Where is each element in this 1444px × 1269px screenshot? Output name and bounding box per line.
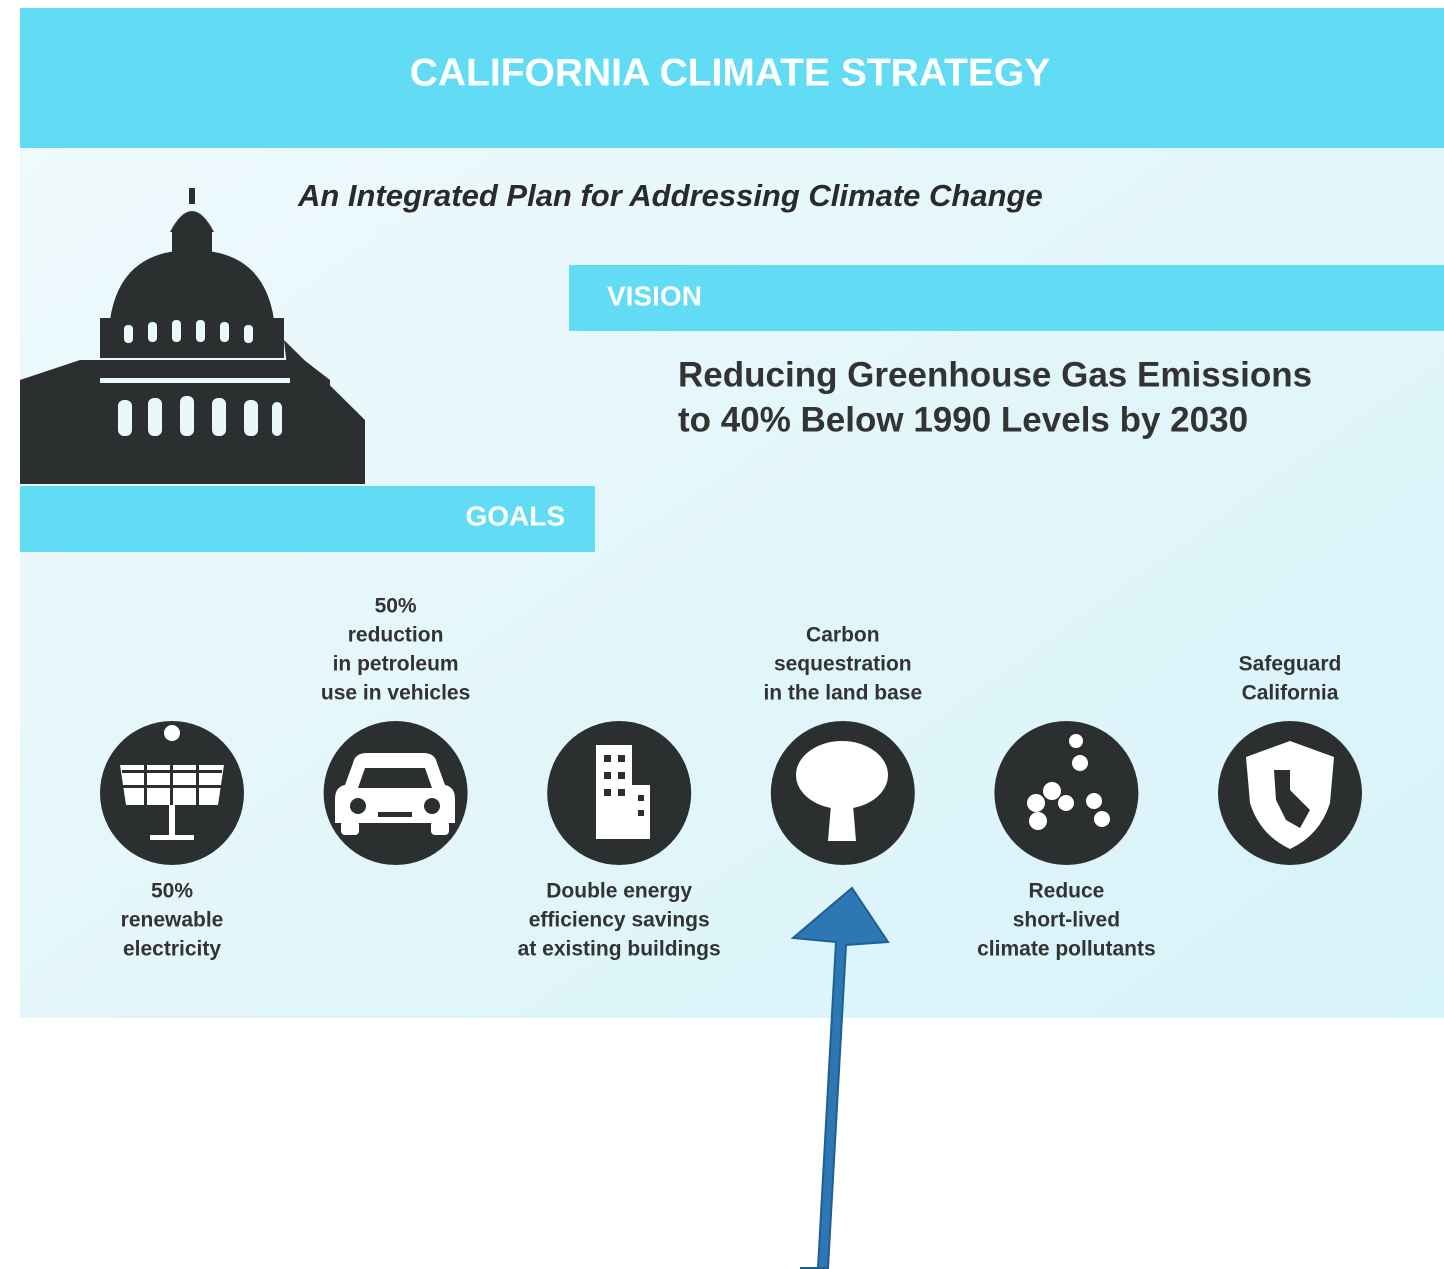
goal-text: renewable <box>121 909 224 932</box>
goal-text: Carbon <box>806 624 880 647</box>
goal-text: Safeguard <box>1239 653 1342 676</box>
vision-text: to 40% Below 1990 Levels by 2030 <box>678 400 1248 439</box>
infographic: CALIFORNIA CLIMATE STRATEGY An Integrate… <box>0 0 1444 1269</box>
goal-text: efficiency savings <box>529 909 710 932</box>
goal-text: 50% <box>375 595 417 618</box>
title: CALIFORNIA CLIMATE STRATEGY <box>410 51 1051 94</box>
goal-text: short-lived <box>1013 909 1120 932</box>
goal-circle <box>994 721 1138 865</box>
vision-label: VISION <box>607 280 702 311</box>
car-icon <box>335 753 455 835</box>
goals-label: GOALS <box>465 500 565 531</box>
goal-text: Double energy <box>546 880 692 903</box>
page: {"header": {"title": "CALIFORNIA CLIMATE… <box>0 0 1444 1269</box>
goal-text: in petroleum <box>333 653 459 676</box>
goal-text: Reduce <box>1028 880 1104 903</box>
goal-text: reduction <box>348 624 444 647</box>
goal-text: climate pollutants <box>977 938 1156 961</box>
goal-text: electricity <box>123 938 221 961</box>
goal-text: use in vehicles <box>321 682 470 705</box>
goal-text: in the land base <box>763 682 922 705</box>
goal-text: California <box>1242 682 1339 705</box>
goal-item: 50% renewable electricity <box>100 721 244 961</box>
goal-text: sequestration <box>774 653 912 676</box>
goal-text: at existing buildings <box>518 938 721 961</box>
vision-text: Reducing Greenhouse Gas Emissions <box>678 355 1312 394</box>
subtitle: An Integrated Plan for Addressing Climat… <box>297 178 1043 213</box>
goal-text: 50% <box>151 880 193 903</box>
